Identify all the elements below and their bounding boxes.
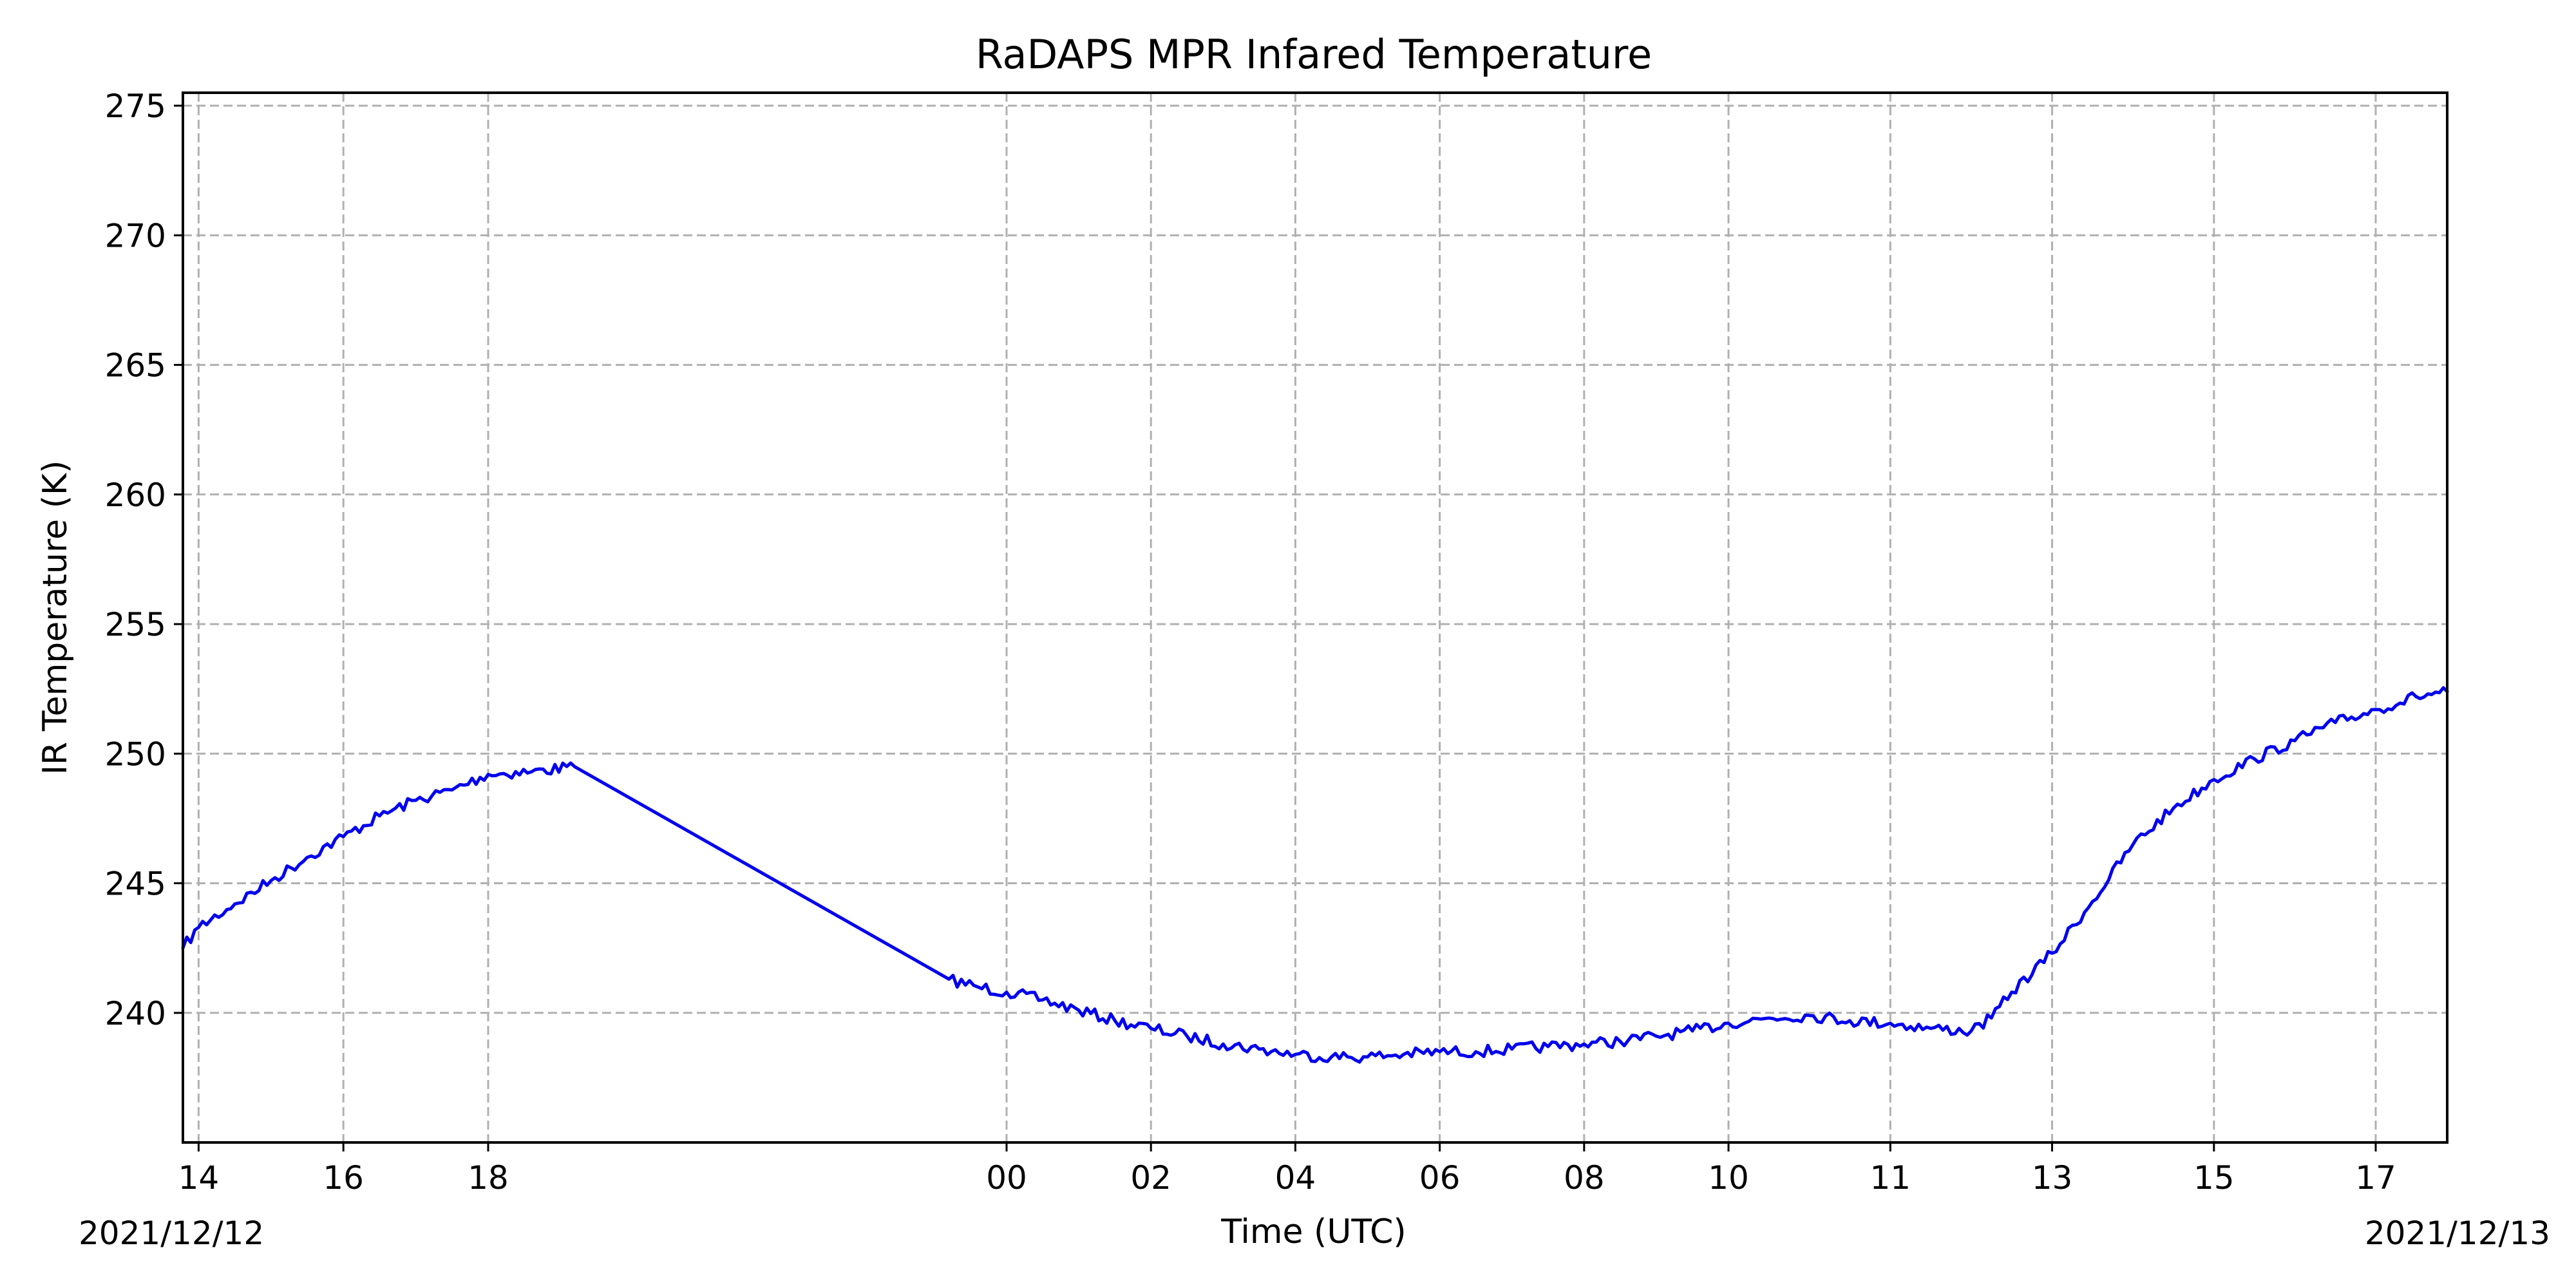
x-tick-label: 14	[178, 1159, 220, 1197]
chart-title: RaDAPS MPR Infared Temperature	[976, 31, 1652, 78]
y-tick-label: 260	[105, 477, 166, 514]
x-tick-label: 00	[986, 1159, 1027, 1197]
y-tick-label: 250	[105, 735, 166, 773]
x-tick-label: 11	[1870, 1159, 1911, 1197]
y-tick-label: 265	[105, 347, 166, 384]
x-tick-label: 06	[1419, 1159, 1461, 1197]
series-line-0	[181, 686, 2449, 1064]
x-tick-label: 08	[1564, 1159, 1605, 1197]
y-tick-label: 255	[105, 606, 166, 643]
start-date-label: 2021/12/12	[79, 1215, 264, 1252]
x-tick-label: 10	[1708, 1159, 1749, 1197]
y-axis-label: IR Temperature (K)	[36, 460, 75, 775]
plot-frame	[182, 91, 2448, 1144]
x-axis-label: Time (UTC)	[1220, 1213, 1406, 1251]
series-layer	[181, 686, 2449, 1064]
x-tick-label: 04	[1275, 1159, 1316, 1197]
x-tick-label: 17	[2355, 1159, 2396, 1197]
y-tick-label: 270	[105, 217, 166, 254]
x-tick-label: 02	[1130, 1159, 1171, 1197]
grid-lines	[183, 93, 2447, 1142]
y-tick-label: 245	[105, 866, 166, 903]
y-tick-label: 240	[105, 995, 166, 1032]
x-tick-label: 13	[2032, 1159, 2073, 1197]
end-date-label: 2021/12/13	[2365, 1215, 2550, 1252]
x-axis: 14 16 18 00 02 04 06 08 10 11 13 15 17	[178, 1142, 2396, 1197]
y-axis: 240 245 250 255 260 265 270 275	[105, 88, 183, 1032]
x-tick-label: 18	[468, 1159, 509, 1197]
y-tick-label: 275	[105, 88, 166, 125]
x-tick-label: 15	[2193, 1159, 2235, 1197]
x-tick-label: 16	[323, 1159, 364, 1197]
